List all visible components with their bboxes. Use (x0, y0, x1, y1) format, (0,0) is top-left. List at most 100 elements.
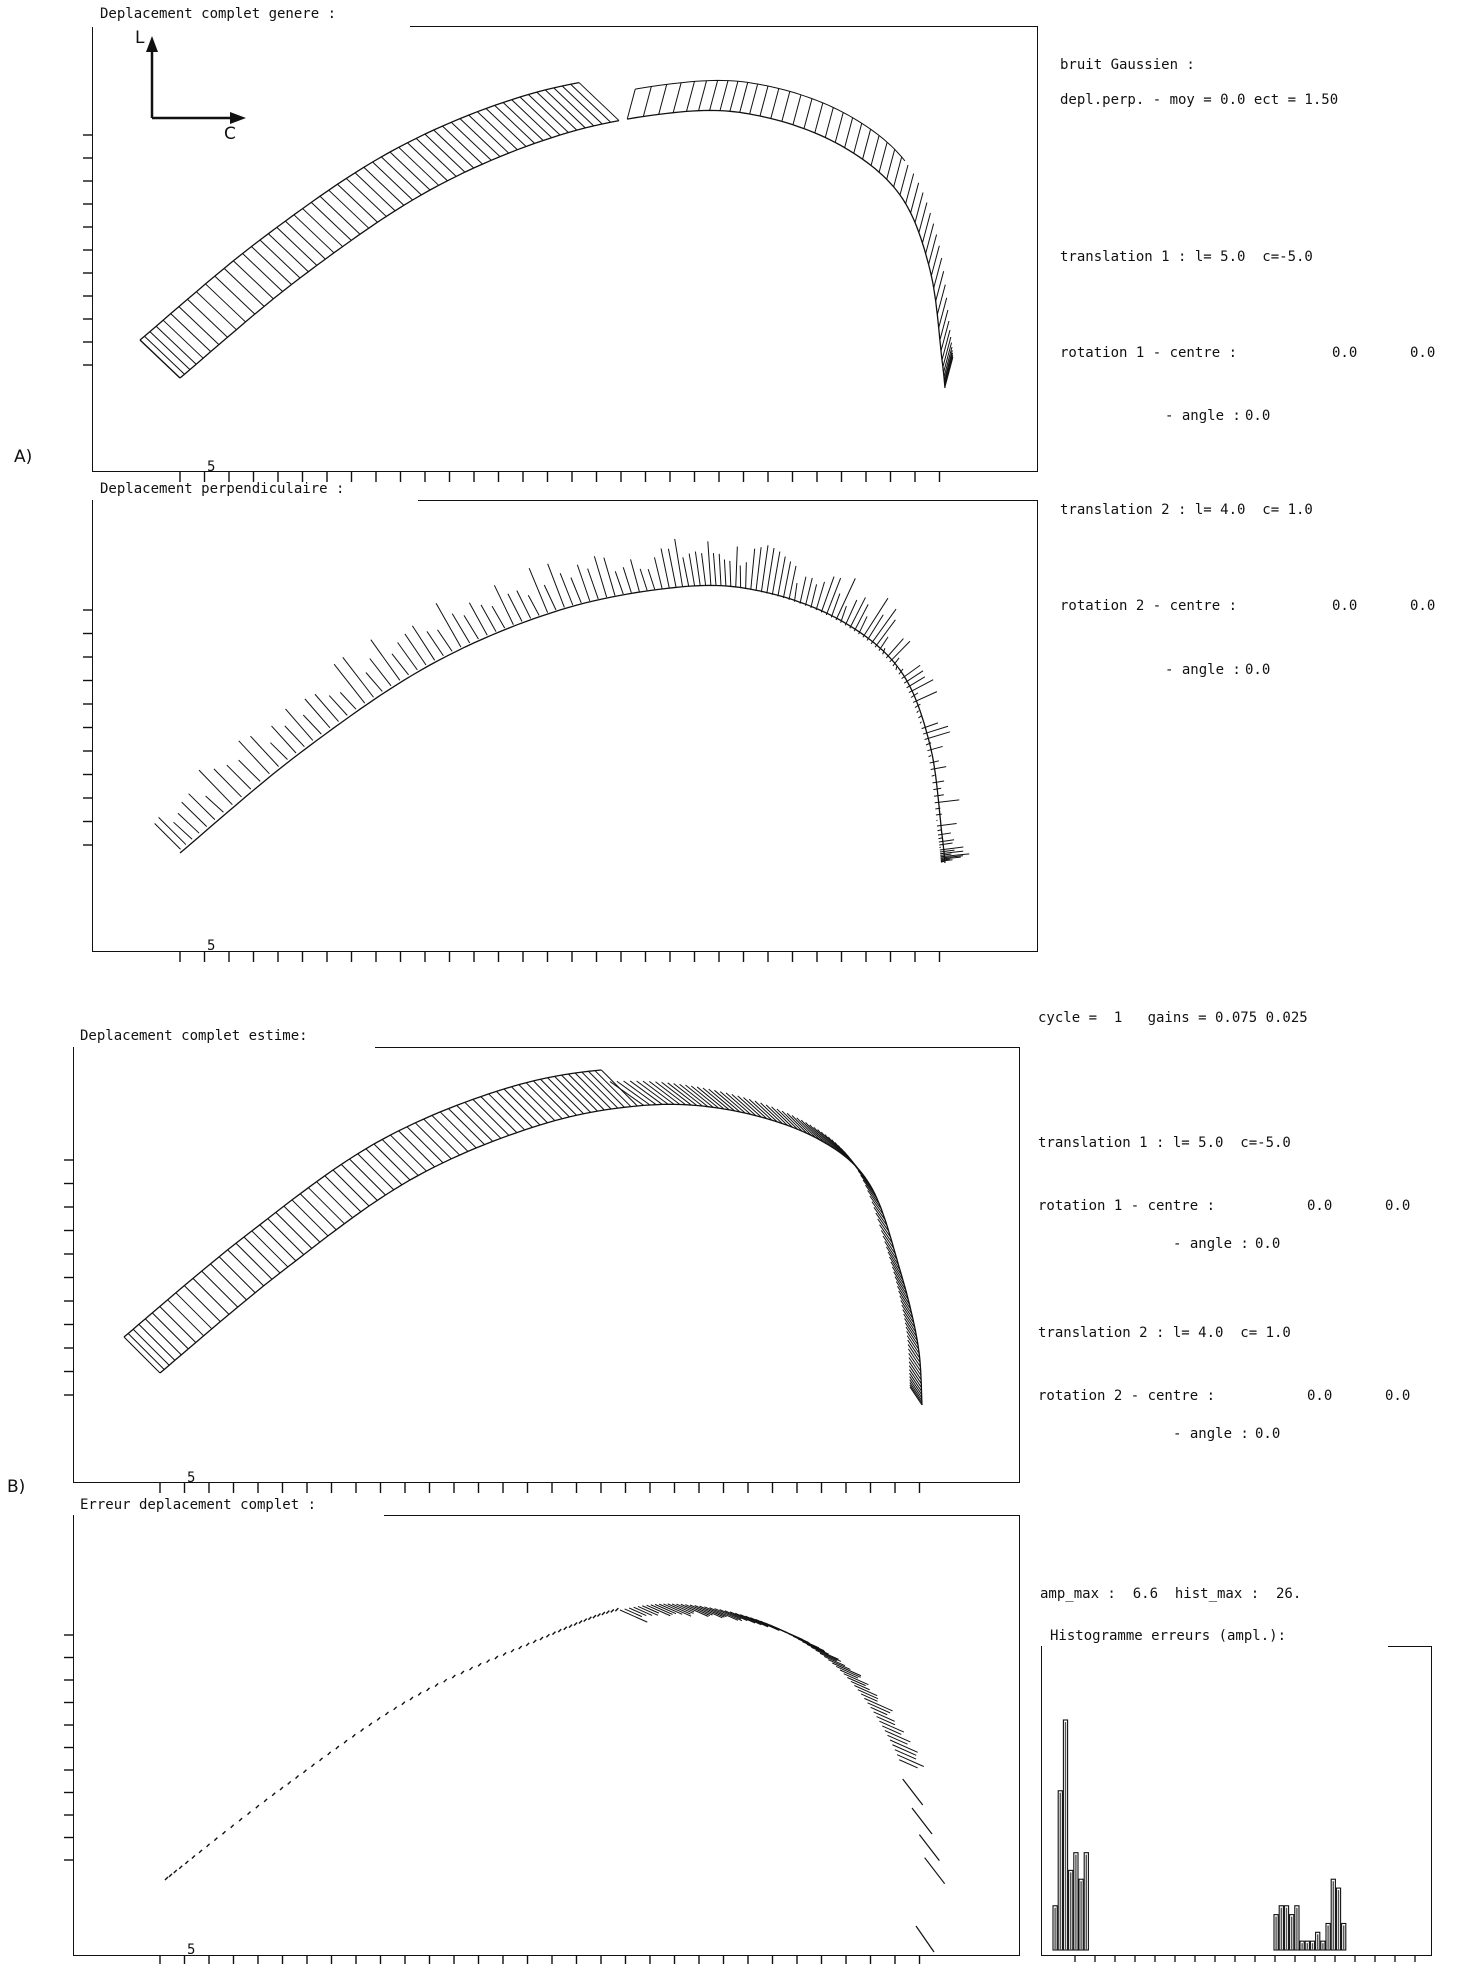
displacement-vector (570, 577, 582, 604)
displacement-vector (939, 842, 953, 846)
error-vector (295, 1775, 300, 1780)
displacement-vector (835, 578, 856, 621)
displacement-vector (138, 1323, 176, 1361)
displacement-vector (743, 1097, 768, 1119)
displacement-vector (149, 331, 191, 370)
histogram-bar-fill (1070, 1872, 1072, 1950)
rotation-1-angle-a: 0.0 (1245, 408, 1271, 424)
error-vector (327, 1751, 332, 1756)
generated-panel-title: Deplacement complet genere : (100, 6, 339, 22)
rotation-2-centre-a: rotation 2 - centre : (1060, 598, 1238, 614)
displacement-vector (729, 81, 739, 112)
error-vector (884, 1730, 911, 1743)
displacement-vector (910, 692, 919, 698)
histogram-bar-fill (1059, 1792, 1061, 1950)
displacement-vector (411, 625, 436, 661)
histogram-bar-fill (1054, 1907, 1056, 1950)
error-vector (811, 1646, 839, 1660)
error-vector (614, 1607, 619, 1612)
displacement-vector (511, 1086, 548, 1124)
displacement-vector (930, 766, 947, 771)
displacement-vector (188, 793, 216, 820)
displacement-vector (328, 189, 370, 229)
displacement-vector (940, 858, 950, 861)
displacement-vector (283, 1205, 321, 1243)
error-vector (724, 1610, 748, 1622)
displacement-vector (844, 117, 854, 148)
displacement-vector (682, 557, 690, 587)
displacement-vector (914, 192, 924, 223)
error-vector (557, 1628, 562, 1633)
histogram-bar-fill (1327, 1925, 1329, 1950)
displacement-vector (770, 88, 780, 119)
displacement-vector (285, 220, 326, 260)
histogram-bar-fill (1306, 1943, 1308, 1950)
error-vector (335, 1745, 340, 1750)
error-vector (502, 1652, 507, 1657)
error-vector (879, 1720, 905, 1733)
displacement-vector (882, 648, 886, 655)
displacement-vector (685, 1084, 714, 1108)
title-rule (410, 26, 1038, 27)
displacement-vector (299, 1193, 337, 1231)
histogram-bar-fill (1285, 1907, 1288, 1950)
displacement-vector (259, 239, 301, 279)
error-vector (671, 1603, 694, 1614)
histogram-bar-fill (1332, 1881, 1334, 1950)
displacement-vector (925, 223, 935, 254)
displacement-vector (242, 253, 283, 292)
displacement-vector (415, 138, 457, 177)
error-vector (806, 1643, 829, 1655)
displacement-vector (932, 780, 945, 784)
displacement-vector (898, 668, 904, 675)
displacement-vector (924, 731, 951, 740)
error-vector (173, 1869, 178, 1874)
displacement-vector (939, 846, 964, 851)
displacement-vector (310, 201, 352, 241)
displacement-vector (363, 166, 405, 206)
displacement-vector (907, 1344, 921, 1363)
error-vector (902, 1778, 924, 1806)
displacement-vector (201, 1270, 239, 1308)
displacement-vector (935, 807, 941, 810)
displacement-vector (862, 1179, 878, 1199)
displacement-vector (694, 551, 701, 586)
displacement-vector (884, 1241, 898, 1260)
displacement-vector (701, 553, 707, 586)
error-vector (876, 1716, 896, 1726)
displacement-vector (372, 161, 413, 201)
displacement-vector (547, 1077, 584, 1115)
error-vector (650, 1604, 673, 1615)
displacement-vector (908, 1361, 922, 1380)
displacement-vector (891, 1266, 905, 1286)
displacement-vector (771, 1106, 793, 1128)
displacement-vector (667, 548, 677, 588)
error-vector (628, 1607, 647, 1617)
displacement-vector (448, 1108, 485, 1145)
error-vector (704, 1606, 727, 1618)
error-vector (911, 1807, 933, 1835)
displacement-vector (900, 1300, 914, 1319)
displacement-vector (909, 1379, 923, 1398)
error-vector (860, 1693, 878, 1702)
error-vector (525, 1642, 530, 1647)
error-vector (896, 1754, 924, 1767)
displacement-vector (459, 118, 501, 157)
error-vector (191, 1855, 196, 1860)
displacement-vector (935, 813, 942, 816)
displacement-vector (340, 1164, 378, 1201)
displacement-vector (205, 283, 246, 323)
displacement-vector (908, 1369, 922, 1388)
displacement-vector (849, 597, 866, 629)
displacement-vector (333, 663, 366, 704)
displacement-vector (737, 1095, 762, 1118)
rotation-1-angle-label-b: - angle : (1173, 1236, 1249, 1252)
displacement-vector (144, 335, 185, 375)
displacement-vector (672, 82, 682, 113)
displacement-vector (655, 1081, 686, 1106)
displacement-vector (588, 1070, 625, 1108)
displacement-vector (907, 1339, 921, 1359)
displacement-vector (827, 1136, 846, 1157)
displacement-vector (647, 568, 656, 590)
